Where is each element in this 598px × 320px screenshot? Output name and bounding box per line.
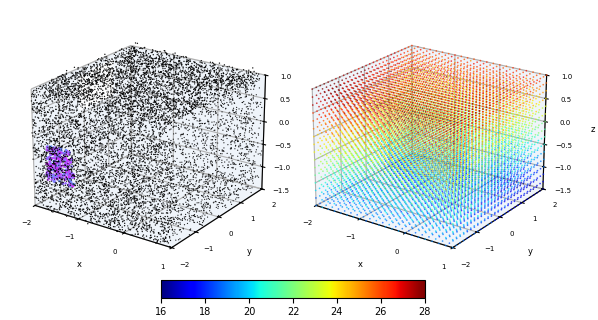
Y-axis label: y: y [528, 246, 533, 255]
X-axis label: x: x [77, 260, 81, 269]
X-axis label: x: x [358, 260, 362, 269]
Y-axis label: y: y [247, 246, 252, 255]
